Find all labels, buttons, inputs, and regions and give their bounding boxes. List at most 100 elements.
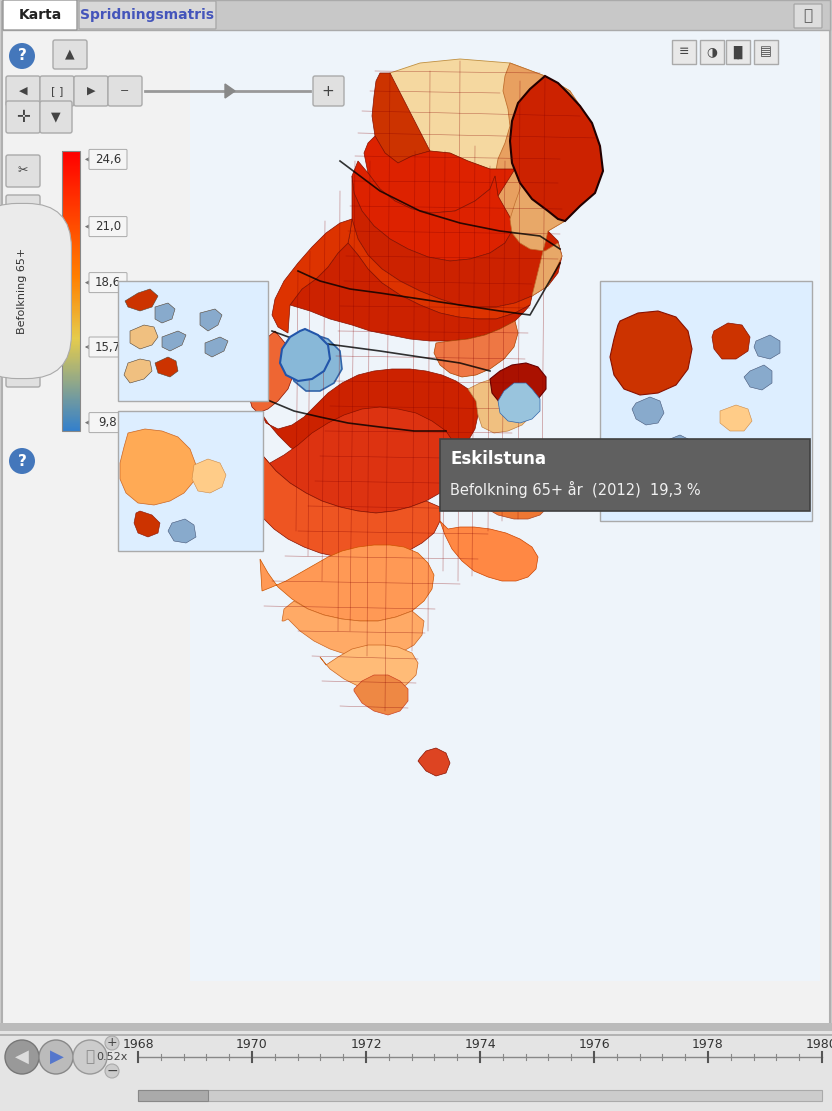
Bar — [62, 428, 80, 429]
Bar — [62, 238, 80, 240]
Bar — [62, 171, 80, 173]
Bar — [62, 418, 80, 419]
Bar — [62, 394, 80, 396]
Polygon shape — [632, 397, 664, 426]
Bar — [62, 182, 80, 183]
Bar — [62, 390, 80, 391]
Polygon shape — [225, 84, 235, 98]
Bar — [62, 346, 80, 347]
Bar — [62, 414, 80, 416]
Text: Karta: Karta — [18, 8, 62, 22]
Bar — [62, 214, 80, 216]
Bar — [62, 269, 80, 270]
Bar — [62, 337, 80, 338]
Bar — [62, 319, 80, 321]
Bar — [62, 189, 80, 190]
Text: 1976: 1976 — [578, 1038, 610, 1051]
Polygon shape — [610, 311, 692, 396]
Circle shape — [105, 1035, 119, 1050]
Text: ▶: ▶ — [87, 86, 95, 96]
Bar — [62, 317, 80, 319]
Bar — [62, 219, 80, 220]
Bar — [62, 201, 80, 202]
Bar — [62, 234, 80, 237]
Polygon shape — [434, 321, 518, 377]
Text: 1974: 1974 — [464, 1038, 496, 1051]
Text: 24,6: 24,6 — [95, 153, 121, 166]
Bar — [62, 251, 80, 252]
Bar — [62, 377, 80, 379]
Bar — [62, 356, 80, 357]
Bar — [62, 290, 80, 292]
Bar — [62, 158, 80, 160]
Bar — [62, 151, 80, 153]
Bar — [62, 349, 80, 350]
Bar — [62, 378, 80, 380]
Circle shape — [5, 1040, 39, 1074]
Polygon shape — [205, 337, 228, 357]
Polygon shape — [290, 243, 530, 341]
Text: ▤: ▤ — [760, 46, 772, 59]
Bar — [62, 344, 80, 346]
Text: −: − — [121, 86, 130, 96]
Bar — [62, 278, 80, 279]
Bar — [62, 260, 80, 261]
Bar — [62, 411, 80, 412]
FancyBboxPatch shape — [89, 412, 127, 432]
Bar — [62, 357, 80, 358]
Text: ▐▌: ▐▌ — [728, 46, 748, 59]
Bar — [62, 163, 80, 166]
Text: 1978: 1978 — [692, 1038, 724, 1051]
Bar — [62, 249, 80, 251]
Bar — [62, 259, 80, 260]
Bar — [62, 282, 80, 283]
Bar — [62, 408, 80, 409]
Bar — [62, 423, 80, 424]
Bar — [62, 338, 80, 339]
Bar — [62, 229, 80, 231]
Bar — [62, 348, 80, 349]
Bar — [62, 152, 80, 154]
Circle shape — [39, 1040, 73, 1074]
Polygon shape — [290, 333, 342, 391]
Bar — [62, 300, 80, 302]
Bar — [62, 190, 80, 191]
Bar — [62, 382, 80, 384]
Bar — [62, 342, 80, 343]
FancyBboxPatch shape — [79, 1, 216, 29]
Circle shape — [9, 448, 35, 474]
Bar — [62, 366, 80, 368]
Polygon shape — [418, 748, 450, 775]
Bar — [62, 289, 80, 290]
Bar — [62, 391, 80, 392]
Bar — [62, 266, 80, 267]
Bar — [62, 151, 80, 431]
Polygon shape — [248, 457, 440, 559]
Polygon shape — [712, 323, 750, 359]
Bar — [62, 409, 80, 410]
Bar — [62, 263, 80, 264]
Bar — [118, 281, 268, 401]
Bar — [62, 244, 80, 247]
Bar — [62, 419, 80, 420]
Polygon shape — [260, 369, 478, 477]
Polygon shape — [155, 357, 178, 377]
Bar — [62, 246, 80, 248]
Bar — [62, 308, 80, 310]
Bar — [754, 40, 778, 64]
Bar — [62, 398, 80, 399]
Bar — [62, 221, 80, 223]
Bar — [62, 283, 80, 284]
Bar — [62, 250, 80, 251]
Bar — [62, 154, 80, 157]
Bar — [62, 379, 80, 381]
Bar — [62, 343, 80, 344]
Bar — [62, 253, 80, 254]
Polygon shape — [378, 59, 580, 169]
Bar — [62, 314, 80, 317]
Bar — [62, 274, 80, 276]
Bar — [62, 231, 80, 233]
Bar — [62, 257, 80, 258]
Bar — [62, 203, 80, 204]
Bar — [62, 220, 80, 222]
